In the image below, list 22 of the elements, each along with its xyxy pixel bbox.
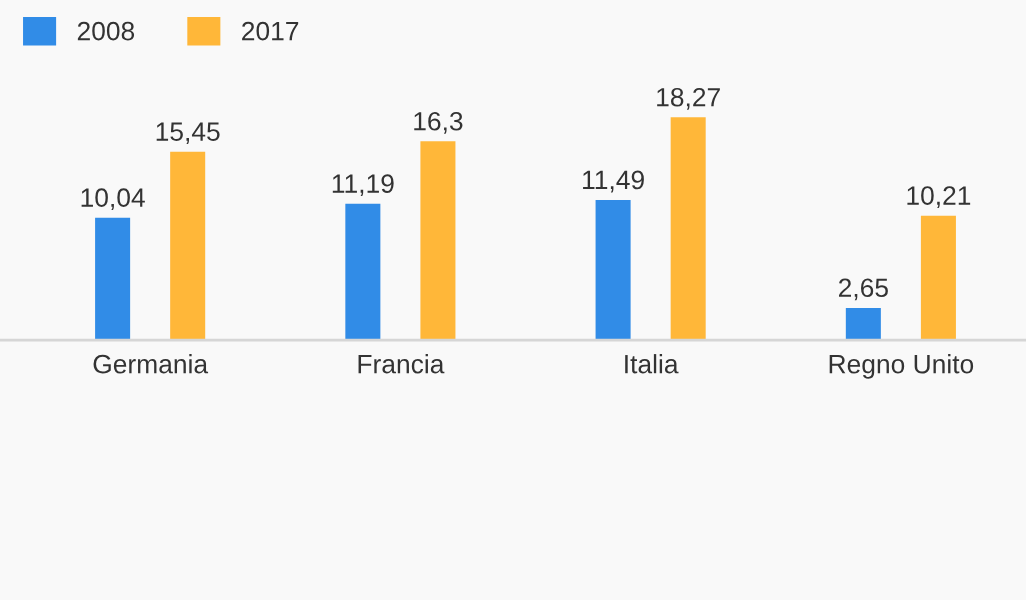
bar bbox=[95, 217, 131, 341]
bar bbox=[170, 151, 206, 341]
bar bbox=[845, 307, 881, 341]
x-tick-label: Regno Unito bbox=[829, 354, 974, 379]
data-label: 2,65 bbox=[838, 278, 888, 301]
bar bbox=[670, 117, 706, 341]
bar bbox=[345, 203, 381, 341]
x-tick-label: Francia bbox=[358, 354, 445, 374]
legend-label: 2008 bbox=[77, 21, 135, 41]
data-label: 11,49 bbox=[583, 170, 644, 193]
data-label: 18,27 bbox=[657, 87, 720, 110]
legend-label: 2017 bbox=[242, 21, 299, 41]
x-tick-label: Italia bbox=[625, 354, 679, 374]
data-label: 11,19 bbox=[332, 174, 394, 197]
bar bbox=[420, 141, 456, 341]
data-label: 10,04 bbox=[81, 188, 145, 211]
data-label: 16,3 bbox=[414, 111, 463, 134]
bar bbox=[920, 215, 956, 341]
x-tick-label: Germania bbox=[93, 354, 209, 374]
data-label: 15,45 bbox=[156, 122, 220, 145]
bar bbox=[595, 200, 631, 341]
data-label: 10,21 bbox=[907, 186, 971, 208]
